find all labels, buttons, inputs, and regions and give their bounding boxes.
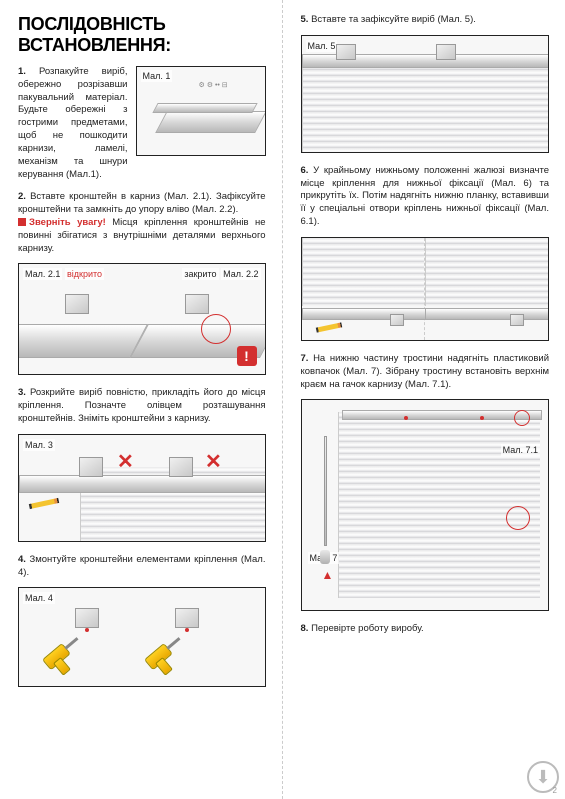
fig21-label: Мал. 2.1 [23, 268, 62, 280]
step3-text: 3. Розкрийте виріб повністю, прикладіть … [18, 387, 266, 425]
fig3-rail [19, 475, 266, 493]
fig71-label: Мал. 7.1 [501, 444, 540, 456]
step8-text: 8. Перевірте роботу виробу. [301, 623, 550, 636]
step2-body: Вставте кронштейн в карниз (Мал. 2.1). З… [18, 191, 266, 215]
step3-body: Розкрийте виріб повністю, прикладіть йог… [18, 387, 266, 424]
fig1-rail [155, 111, 266, 133]
drill-icon-2 [144, 634, 190, 678]
fig2-circle [201, 314, 231, 344]
fig5-blinds [302, 64, 549, 152]
fig6-left: Мал. 6 [302, 238, 425, 340]
fig6: Мал. 6 Мал. 6.1 [301, 237, 550, 341]
fig4-dot2 [185, 628, 189, 632]
fig2-bracket-l [65, 294, 89, 314]
fig3: Мал. 3 ✕ ✕ [18, 434, 266, 542]
fig2-rail-l [18, 324, 148, 358]
fig3-br2 [169, 457, 193, 477]
step2-text: 2. Вставте кронштейн в карниз (Мал. 2.1)… [18, 191, 266, 255]
step5-body: Вставте та зафіксуйте виріб (Мал. 5). [311, 14, 476, 25]
wand-arrow: ▲ [322, 568, 334, 582]
step5-text: 5. Вставте та зафіксуйте виріб (Мал. 5). [301, 14, 550, 27]
fig61-blinds [425, 238, 548, 306]
step1-row: 1. Розпакуйте виріб, обережно розрізавши… [18, 66, 266, 181]
fig6-blinds [302, 238, 424, 306]
step3-num: 3. [18, 387, 26, 398]
page-number: 2 [553, 786, 557, 795]
step7-text: 7. На нижню частину тростини надягніть п… [301, 353, 550, 391]
fig3-br1 [79, 457, 103, 477]
step6-body: У крайньому нижньому положенні жалюзі ви… [301, 165, 550, 227]
step2-num: 2. [18, 191, 26, 202]
wand-cap-icon [320, 550, 330, 564]
step4-body: Змонтуйте кронштейни елементами кріпленн… [18, 554, 266, 578]
fig4-label: Мал. 4 [23, 592, 55, 604]
fig1-label: Мал. 1 [141, 70, 173, 82]
fig61-clip [510, 314, 524, 326]
fig22-label: Мал. 2.2 [221, 268, 260, 280]
wand-icon [324, 436, 327, 546]
fig7-toprail [342, 410, 542, 420]
fig7-blinds [338, 412, 540, 598]
fig1: Мал. 1 ⚙ ⚙ •• ⊟ [136, 66, 266, 156]
main-title: ПОСЛІДОВНІСТЬ ВСТАНОВЛЕННЯ: [18, 14, 266, 56]
step1-body: Розпакуйте виріб, обережно розрізавши па… [18, 66, 128, 180]
pencil-icon-2 [315, 322, 341, 332]
step5-num: 5. [301, 14, 309, 25]
fig5-label: Мал. 5 [306, 40, 338, 52]
fig7: Мал. 7 Мал. 7.1 ▲ [301, 399, 550, 611]
fig6-right: Мал. 6.1 [425, 238, 548, 340]
fig5-br2 [436, 44, 456, 60]
step7-body: На нижню частину тростини надягніть плас… [301, 353, 550, 390]
fig2: Мал. 2.1 відкрито закрито Мал. 2.2 ! [18, 263, 266, 375]
fig3-label: Мал. 3 [23, 439, 55, 451]
fig1-parts: ⚙ ⚙ •• ⊟ [199, 81, 228, 89]
x-mark-icon-2: ✕ [205, 449, 222, 474]
fig61-bottomrail [425, 308, 549, 320]
fig4-dot1 [85, 628, 89, 632]
fig21-state: відкрито [65, 268, 104, 280]
fig6-clip [390, 314, 404, 326]
step8-num: 8. [301, 623, 309, 634]
fig1-rail2 [152, 103, 257, 113]
step7-num: 7. [301, 353, 309, 364]
fig22-state: закрито [182, 268, 218, 280]
step6-num: 6. [301, 165, 309, 176]
left-column: ПОСЛІДОВНІСТЬ ВСТАНОВЛЕННЯ: 1. Розпакуйт… [0, 0, 283, 799]
step1-text: 1. Розпакуйте виріб, обережно розрізавши… [18, 66, 128, 181]
step4-num: 4. [18, 554, 26, 565]
attention-label: Зверніть увагу! [29, 217, 106, 228]
step6-text: 6. У крайньому нижньому положенні жалюзі… [301, 165, 550, 229]
step4-text: 4. Змонтуйте кронштейни елементами кріпл… [18, 554, 266, 580]
fig4-br2 [175, 608, 199, 628]
fig4: Мал. 4 [18, 587, 266, 687]
warning-icon: ! [237, 346, 257, 366]
right-column: 5. Вставте та зафіксуйте виріб (Мал. 5).… [283, 0, 565, 799]
fig5: Мал. 5 [301, 35, 550, 153]
pencil-icon-1 [29, 498, 59, 509]
fig2-bracket-r [185, 294, 209, 314]
attention-marker-icon [18, 218, 26, 226]
fig5-br1 [336, 44, 356, 60]
drill-icon-1 [42, 634, 88, 678]
step1-num: 1. [18, 66, 26, 77]
x-mark-icon-1: ✕ [117, 449, 134, 474]
step8-body: Перевірте роботу виробу. [311, 623, 424, 634]
fig4-br1 [75, 608, 99, 628]
fig6-bottomrail [302, 308, 432, 320]
